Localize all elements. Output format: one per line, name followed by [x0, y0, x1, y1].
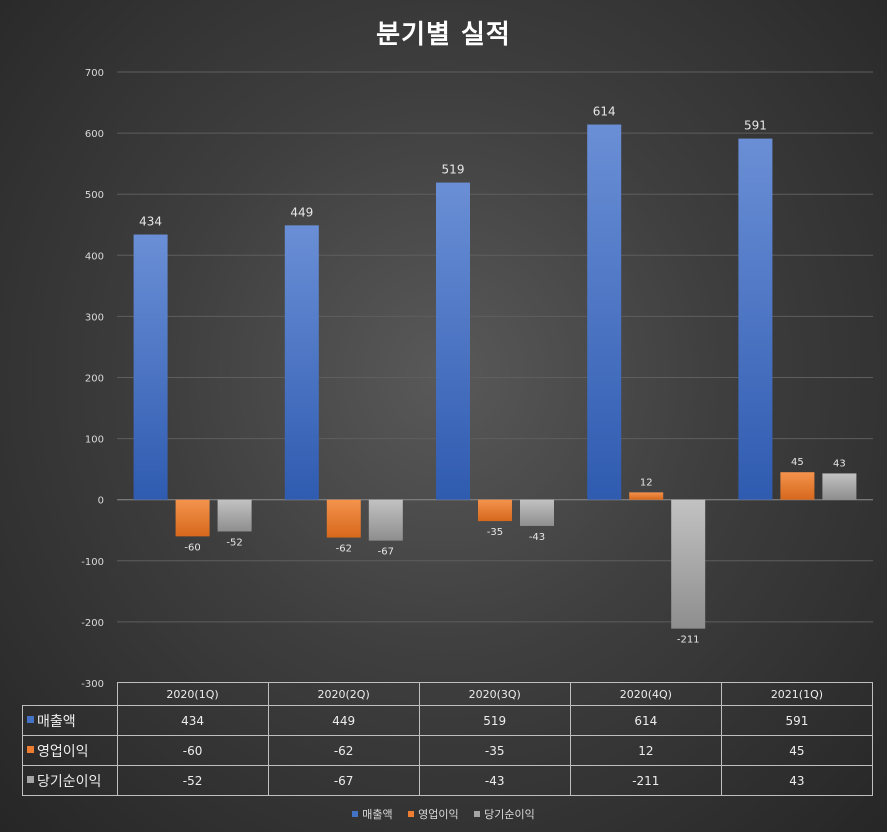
table-header-cell: 2020(2Q)	[267, 682, 420, 706]
table-row-label: 영업이익	[22, 735, 118, 766]
table-cell: 449	[267, 705, 420, 736]
data-label: 449	[290, 205, 313, 219]
table-header-cell: 2020(1Q)	[116, 682, 269, 706]
bar	[780, 472, 815, 500]
y-tick-label: -200	[81, 618, 104, 629]
data-label: 614	[593, 105, 616, 119]
bar	[326, 499, 361, 538]
table-row-label: 당기순이익	[22, 765, 118, 796]
bar	[738, 138, 773, 500]
table-cell: -52	[116, 765, 269, 796]
table-cell: -67	[267, 765, 420, 796]
data-label: -52	[226, 537, 242, 548]
bar	[284, 225, 319, 500]
bar	[478, 499, 512, 522]
table-row: 영업이익 -60 -62 -35 12 45	[22, 735, 874, 766]
table-cell: 43	[720, 765, 874, 796]
data-label: -60	[184, 542, 200, 553]
legend-item: 당기순이익	[474, 806, 535, 822]
table-header-row: 2020(1Q) 2020(2Q) 2020(3Q) 2020(4Q) 2021…	[22, 682, 874, 706]
legend-swatch-icon	[408, 811, 415, 817]
legend-swatch-icon	[352, 811, 359, 817]
y-tick-label: 100	[85, 435, 104, 446]
table-cell: 614	[569, 705, 722, 736]
bar	[436, 182, 470, 500]
table-cell: 12	[569, 735, 722, 766]
table-cell: 45	[720, 735, 874, 766]
chart-legend: 매출액 영업이익 당기순이익	[0, 806, 887, 822]
bar	[520, 499, 554, 526]
data-label: -43	[529, 532, 545, 543]
table-row-label: 매출액	[22, 705, 118, 736]
table-cell: 519	[418, 705, 571, 736]
table-cell: -60	[116, 735, 269, 766]
data-label: -211	[677, 635, 700, 646]
legend-item: 영업이익	[408, 806, 459, 822]
y-tick-label: 400	[85, 251, 104, 262]
legend-item: 매출액	[352, 806, 393, 822]
data-label: 43	[833, 458, 846, 469]
chart-title: 분기별 실적	[376, 20, 511, 50]
y-tick-label: 600	[85, 129, 104, 140]
bar	[133, 234, 168, 500]
y-tick-label: 500	[85, 190, 104, 201]
bar	[368, 499, 403, 541]
y-tick-label: 200	[85, 374, 104, 385]
y-tick-label: 0	[98, 496, 104, 507]
series-key-icon	[27, 715, 34, 723]
y-tick-label: 700	[85, 68, 104, 79]
data-label: 519	[442, 163, 465, 177]
table-row: 매출액 434 449 519 614 591	[22, 705, 874, 736]
data-label: -35	[487, 527, 503, 538]
y-tick-label: 300	[85, 312, 104, 323]
table-cell: -211	[569, 765, 722, 796]
bar	[175, 499, 210, 537]
bar	[671, 499, 706, 629]
data-label: -62	[336, 544, 352, 555]
data-label: 591	[744, 119, 767, 133]
series-key-icon	[27, 775, 34, 783]
table-cell: -43	[418, 765, 571, 796]
data-label: 434	[139, 215, 162, 229]
table-header-cell: 2020(3Q)	[418, 682, 571, 706]
data-label: 45	[791, 457, 804, 468]
table-cell: 434	[116, 705, 269, 736]
bar	[822, 473, 857, 500]
data-label: -67	[378, 547, 394, 558]
bar	[217, 499, 252, 532]
series-key-icon	[27, 745, 34, 753]
y-tick-label: -100	[81, 557, 104, 568]
table-cell: -35	[418, 735, 571, 766]
table-header-cell: 2021(1Q)	[720, 682, 874, 706]
table-cell: 591	[720, 705, 874, 736]
bar	[587, 124, 622, 500]
table-cell: -62	[267, 735, 420, 766]
table-header-cell: 2020(4Q)	[569, 682, 722, 706]
table-row: 당기순이익 -52 -67 -43 -211 43	[22, 765, 874, 796]
data-table: 2020(1Q) 2020(2Q) 2020(3Q) 2020(4Q) 2021…	[22, 682, 874, 796]
legend-swatch-icon	[474, 811, 481, 817]
bar	[629, 492, 664, 500]
data-label: 12	[640, 477, 653, 488]
